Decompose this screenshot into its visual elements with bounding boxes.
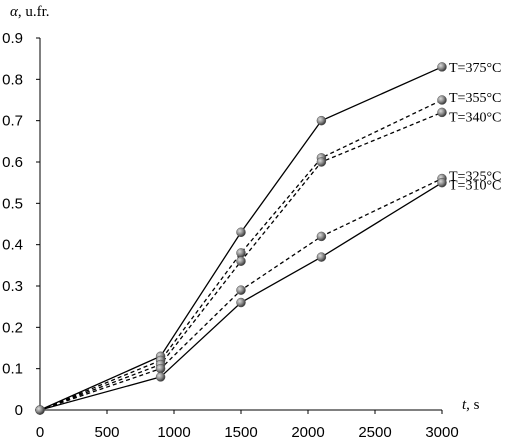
data-point (316, 231, 327, 242)
x-tick-label: 0 (36, 424, 44, 440)
data-point (236, 227, 246, 238)
y-tick-label: 0.6 (2, 154, 23, 171)
data-point (236, 297, 246, 308)
x-tick-label: 2000 (291, 424, 324, 440)
data-point (35, 405, 45, 415)
series-labels: T=375°C T=355°C T=340°C T=325°CT=310°C (449, 61, 501, 194)
data-point (316, 157, 327, 167)
data-point (316, 115, 327, 126)
data-point (236, 248, 246, 258)
series-label: T=310°C (449, 179, 501, 194)
series-line (39, 66, 443, 411)
y-tick-label: 0.3 (2, 278, 23, 295)
x-axis-symbol: t (462, 397, 467, 413)
x-tick-label: 1000 (157, 424, 190, 440)
y-tick-label: 0.8 (2, 71, 23, 88)
y-tick-label: 0 (15, 402, 23, 419)
y-tick-label: 0.4 (2, 237, 23, 254)
data-point (437, 177, 447, 188)
x-axis-title: t, s (462, 397, 480, 413)
data-point (155, 363, 166, 374)
data-point (316, 252, 327, 262)
y-axis-unit: , u.fr. (18, 4, 50, 20)
series-label: T=340°C (449, 110, 501, 125)
data-point (437, 107, 447, 118)
data-point (155, 372, 166, 382)
x-tick-label: 500 (94, 424, 119, 440)
series-markers (35, 62, 447, 415)
series-line (39, 99, 443, 411)
y-axis-title: α, u.fr. (10, 4, 50, 20)
y-tick-label: 0.2 (2, 319, 23, 336)
x-tick-label: 1500 (224, 424, 257, 440)
x-axis-unit: , s (466, 397, 480, 413)
data-point (437, 95, 447, 105)
series-label: T=325°C (449, 170, 501, 185)
x-tick-labels: 0 500 1000 1500 2000 2500 3000 (36, 424, 459, 440)
data-point (236, 285, 246, 295)
axes (36, 37, 443, 414)
series-lines (39, 66, 443, 411)
data-point (236, 256, 246, 266)
data-point (437, 62, 447, 72)
x-tick-label: 3000 (425, 424, 458, 440)
x-tick-label: 2500 (358, 424, 391, 440)
y-tick-label: 0.9 (2, 30, 23, 47)
y-tick-label: 0.5 (2, 195, 23, 212)
y-tick-label: 0.1 (2, 361, 23, 378)
y-axis-symbol: α (10, 4, 19, 20)
series-label: T=375°C (449, 61, 501, 76)
series-label: T=355°C (449, 91, 501, 106)
series-line (39, 182, 443, 411)
y-tick-labels: 0 0.1 0.2 0.3 0.4 0.5 0.6 0.7 0.8 0.9 (2, 30, 23, 419)
y-tick-label: 0.7 (2, 113, 23, 130)
